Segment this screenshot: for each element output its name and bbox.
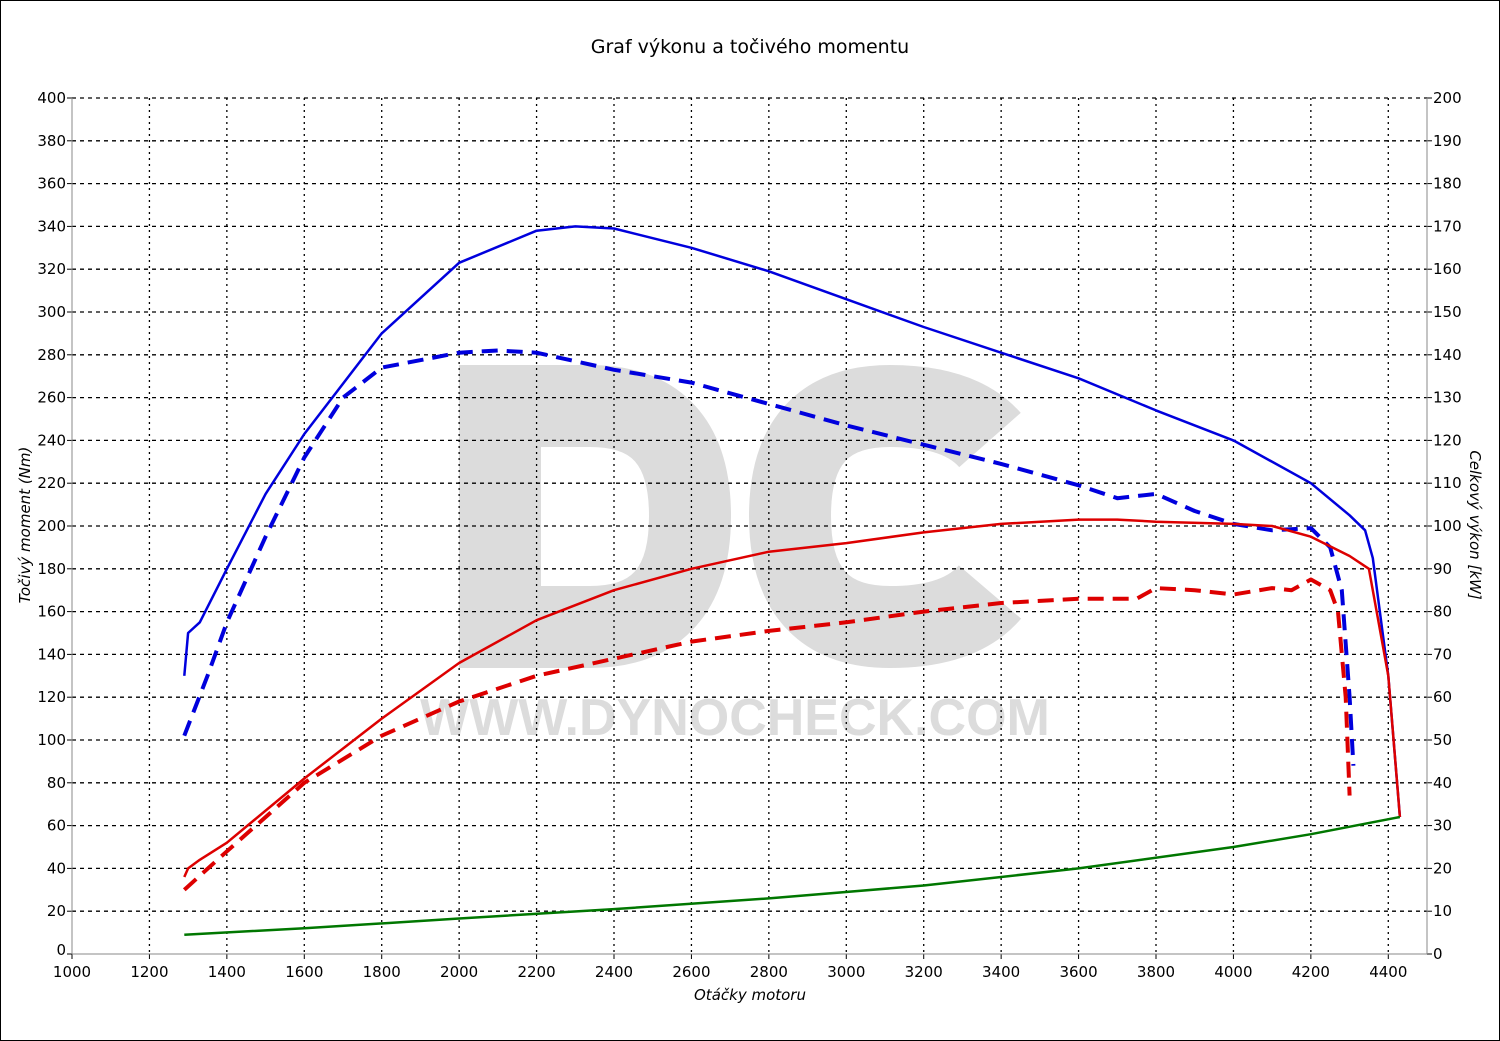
series-line-1 [182,348,1356,766]
y-left-tick-label: 340 [37,217,66,235]
x-tick-label: 1600 [285,963,323,981]
y-right-tick-label: 160 [1433,260,1462,278]
watermark-url: WWW.DYNOCHECK.COM [420,689,1050,747]
y-left-tick-label: 380 [37,132,66,150]
y-right-tick-label: 80 [1433,603,1452,621]
y-left-tick-label: 400 [37,89,66,107]
y-left-tick-label: 80 [47,774,66,792]
x-tick-label: 2800 [750,963,788,981]
x-tick-label: 2600 [672,963,710,981]
y-left-tick-label: 260 [37,389,66,407]
y-right-tick-label: 70 [1433,645,1452,663]
x-tick-label: 4000 [1214,963,1252,981]
y-right-tick-label: 30 [1433,817,1452,835]
x-tick-label: 2200 [517,963,555,981]
series-line-4 [184,815,1401,936]
y-right-tick-label: 50 [1433,731,1452,749]
y-left-tick-label: 160 [37,603,66,621]
y-left-tick-label: 100 [37,731,66,749]
y-left-tick-label: 280 [37,346,66,364]
y-right-tick-label: 110 [1433,474,1462,492]
x-tick-label: 2400 [595,963,633,981]
y-right-tick-label: 130 [1433,389,1462,407]
watermark-logo [459,364,1022,669]
y-left-tick-label: 300 [37,303,66,321]
series-line-3 [182,577,1352,892]
y-right-tick-label: 180 [1433,175,1462,193]
x-tick-label: 3000 [827,963,865,981]
y-left-tick-label: 40 [47,859,66,877]
x-tick-label: 3800 [1137,963,1175,981]
y-right-tick-label: 200 [1433,89,1462,107]
x-tick-label: 3600 [1059,963,1097,981]
y-left-tick-label: 140 [37,645,66,663]
y-axis-right-label: Celkový výkon [kW] [1466,450,1484,600]
x-tick-label: 2000 [440,963,478,981]
series-line-2 [183,518,1402,878]
y-right-tick-label: 60 [1433,688,1452,706]
x-tick-label: 4200 [1292,963,1330,981]
x-tick-label: 1000 [53,963,91,981]
y-right-tick-label: 0 [1433,945,1443,963]
x-tick-label: 4400 [1369,963,1407,981]
x-tick-label: 1800 [363,963,401,981]
x-tick-label: 3400 [982,963,1020,981]
y-right-tick-label: 90 [1433,560,1452,578]
y-right-tick-label: 140 [1433,346,1462,364]
y-right-tick-label: 170 [1433,217,1462,235]
y-left-tick-label: 320 [37,260,66,278]
x-tick-label: 1400 [208,963,246,981]
y-left-tick-label: 60 [47,817,66,835]
y-axis-left-label: Točivý moment (Nm) [16,447,34,604]
y-right-tick-label: 100 [1433,517,1462,535]
series-line-0 [183,225,1402,818]
x-axis-label: Otáčky motoru [694,986,806,1004]
y-right-tick-label: 150 [1433,303,1462,321]
y-right-tick-label: 10 [1433,902,1452,920]
watermark: WWW.DYNOCHECK.COM [420,364,1050,747]
y-left-tick-label: 120 [37,688,66,706]
y-left-tick-label: 0 [56,941,66,959]
y-right-tick-label: 190 [1433,132,1462,150]
y-left-tick-label: 240 [37,431,66,449]
y-right-tick-label: 120 [1433,431,1462,449]
x-tick-label: 3200 [905,963,943,981]
chart-title: Graf výkonu a točivého momentu [591,36,909,58]
y-left-tick-label: 180 [37,560,66,578]
y-left-tick-label: 20 [47,902,66,920]
y-right-tick-label: 20 [1433,859,1452,877]
y-left-tick-label: 220 [37,474,66,492]
y-left-tick-label: 360 [37,175,66,193]
y-right-tick-label: 40 [1433,774,1452,792]
x-tick-label: 1200 [130,963,168,981]
y-left-tick-label: 200 [37,517,66,535]
